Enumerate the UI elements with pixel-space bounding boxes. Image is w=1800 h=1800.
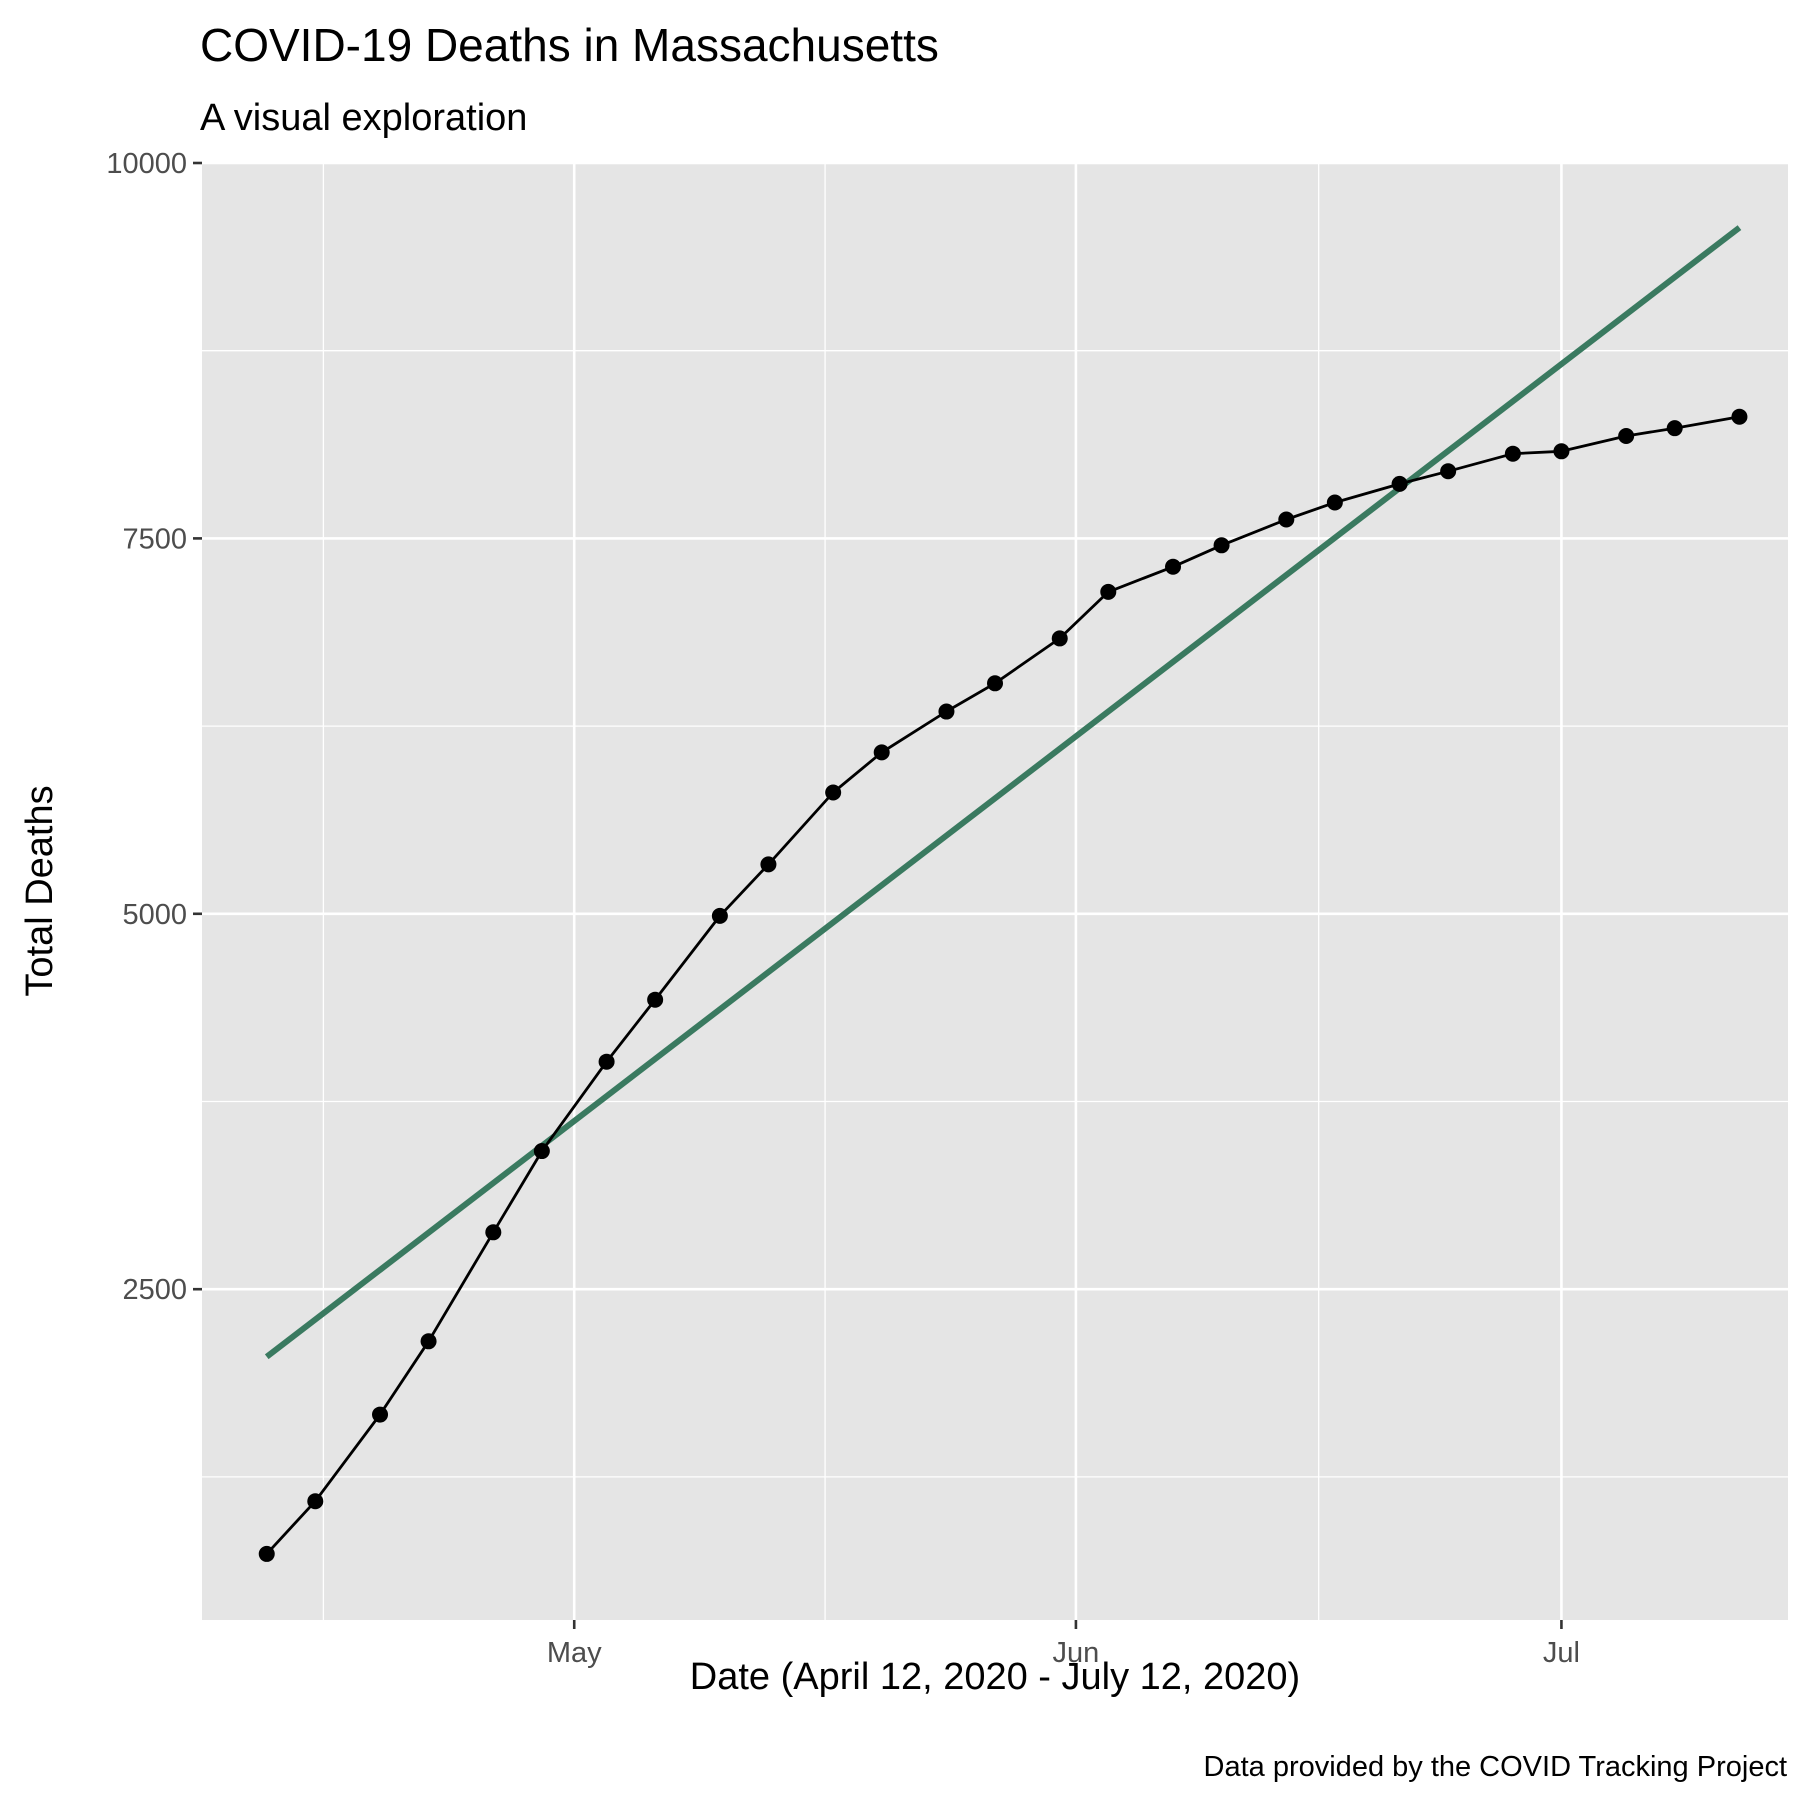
x-axis: May Jun Jul (547, 1620, 1580, 1669)
data-point (987, 675, 1003, 692)
grid-minor (202, 163, 1788, 1620)
data-point (1278, 511, 1295, 528)
x-tick-label: Jul (1543, 1637, 1580, 1669)
chart-caption: Data provided by the COVID Tracking Proj… (1204, 1751, 1787, 1783)
trend-line (264, 225, 1742, 1360)
y-tick-label: 2500 (122, 1274, 187, 1306)
data-point (1213, 537, 1230, 554)
chart-subtitle: A visual exploration (200, 97, 527, 139)
data-point (485, 1224, 502, 1241)
data-point (1326, 494, 1343, 511)
data-point (258, 1545, 275, 1562)
x-axis-title: Date (April 12, 2020 - July 12, 2020) (690, 1656, 1300, 1698)
y-tick-label: 10000 (106, 148, 187, 180)
trend-layer (264, 225, 1742, 1360)
data-point (1440, 463, 1457, 480)
x-tick-label: Jun (1053, 1637, 1100, 1669)
grid-major (202, 161, 1788, 1620)
y-tick-label: 7500 (122, 523, 187, 555)
data-point (825, 784, 842, 801)
x-tick-label: May (547, 1637, 602, 1669)
data-point (307, 1493, 324, 1510)
y-axis-title: Total Deaths (19, 785, 61, 996)
data-point (1553, 443, 1570, 460)
data-point (598, 1053, 615, 1070)
data-point (873, 744, 890, 761)
data-point (938, 703, 955, 720)
plot-panel (202, 163, 1788, 1620)
data-point (372, 1406, 389, 1423)
data-point (711, 907, 728, 924)
chart-title: COVID-19 Deaths in Massachusetts (200, 19, 939, 71)
data-point (1666, 420, 1683, 437)
data-point (420, 1333, 437, 1350)
data-point (760, 856, 777, 873)
data-point (533, 1143, 550, 1160)
data-point (1731, 408, 1748, 425)
data-point (1504, 445, 1521, 462)
data-point (1165, 558, 1182, 575)
data-point (647, 991, 664, 1008)
data-point (1051, 630, 1068, 647)
series-layer (258, 408, 1748, 1562)
data-point (1100, 583, 1117, 600)
y-tick-label: 5000 (122, 899, 187, 931)
data-point (1618, 427, 1635, 444)
data-point (1391, 475, 1408, 492)
y-axis: 2500 5000 7500 10000 (106, 148, 202, 1306)
